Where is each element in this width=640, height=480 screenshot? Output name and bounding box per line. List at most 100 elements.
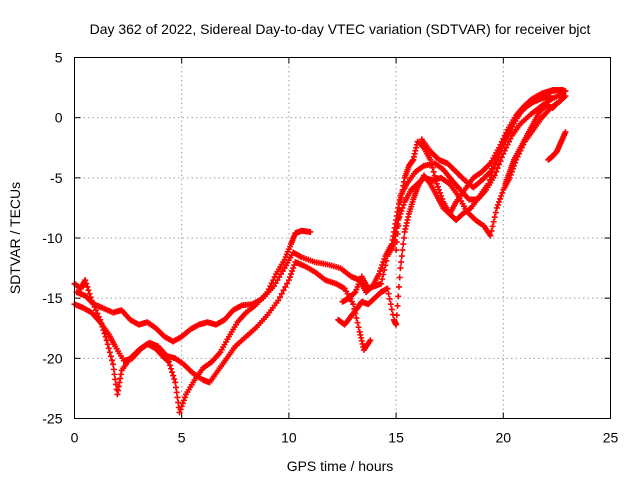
data-point — [497, 147, 504, 154]
data-point — [498, 192, 505, 199]
data-point — [383, 257, 390, 264]
data-point — [486, 176, 493, 183]
data-point — [350, 301, 357, 308]
data-point — [384, 285, 391, 292]
data-point — [500, 141, 507, 148]
data-point — [382, 262, 389, 269]
x-tick-label: 0 — [71, 430, 79, 446]
data-points — [71, 86, 569, 416]
data-point — [400, 241, 407, 248]
data-point — [380, 271, 387, 278]
data-point — [395, 293, 402, 300]
data-point — [496, 161, 503, 168]
data-point — [506, 129, 513, 136]
data-point — [398, 253, 405, 260]
data-point — [488, 227, 495, 234]
y-tick-label: -25 — [42, 411, 62, 427]
data-point — [173, 389, 180, 396]
data-point — [433, 180, 440, 187]
data-point — [497, 157, 504, 164]
data-point — [279, 268, 286, 275]
data-point — [487, 232, 494, 239]
data-point — [172, 384, 179, 391]
data-point — [381, 266, 388, 273]
data-point — [110, 361, 117, 368]
data-point — [547, 93, 554, 100]
data-point — [560, 86, 567, 93]
data-point — [286, 274, 293, 281]
data-point — [355, 324, 362, 331]
data-point — [388, 306, 395, 313]
data-point — [431, 172, 438, 179]
data-point — [439, 195, 446, 202]
y-tick-labels: -25 -20 -15 -10 -5 0 5 — [42, 50, 62, 427]
data-point — [395, 222, 402, 229]
data-point — [288, 271, 295, 278]
data-point — [493, 156, 500, 163]
y-tick-label: 0 — [55, 110, 63, 126]
data-point — [438, 192, 445, 199]
data-point — [394, 230, 401, 237]
data-point — [497, 195, 504, 202]
data-point — [490, 162, 497, 169]
data-point — [285, 277, 292, 284]
y-tick-label: -10 — [42, 230, 62, 246]
data-point — [437, 189, 444, 196]
data-point — [496, 150, 503, 157]
y-axis-label: SDTVAR / TECUs — [7, 182, 23, 294]
data-point — [378, 265, 385, 272]
data-point — [181, 394, 188, 401]
data-point — [270, 283, 277, 290]
chart-title: Day 362 of 2022, Sidereal Day-to-day VTE… — [90, 21, 591, 37]
data-point — [432, 176, 439, 183]
data-point — [393, 239, 400, 246]
grid-lines — [74, 57, 611, 419]
data-point — [278, 271, 285, 278]
data-point — [396, 206, 403, 213]
x-tick-label: 20 — [496, 430, 512, 446]
data-point — [396, 274, 403, 281]
data-point — [400, 201, 407, 208]
data-point — [354, 319, 361, 326]
data-point — [165, 358, 172, 365]
data-point — [111, 371, 118, 378]
data-point — [491, 159, 498, 166]
data-point — [427, 156, 434, 163]
data-point — [399, 247, 406, 254]
data-point — [503, 135, 510, 142]
data-point — [511, 117, 518, 124]
data-point — [428, 160, 435, 167]
y-tick-label: -20 — [42, 350, 62, 366]
data-point — [397, 265, 404, 272]
data-point — [171, 375, 178, 382]
data-point — [507, 126, 514, 133]
data-point — [395, 214, 402, 221]
x-tick-label: 5 — [178, 430, 186, 446]
data-point — [177, 406, 184, 413]
data-point — [430, 168, 437, 175]
data-point — [180, 397, 187, 404]
data-point — [504, 132, 511, 139]
data-point — [167, 365, 174, 372]
data-point — [112, 376, 119, 383]
y-tick-label: -5 — [50, 170, 63, 186]
data-point — [434, 183, 441, 190]
data-point — [400, 235, 407, 241]
data-point — [83, 280, 90, 287]
x-axis-label: GPS time / hours — [287, 458, 394, 474]
y-tick-label: 5 — [55, 50, 63, 66]
data-point — [178, 403, 185, 410]
data-point — [553, 100, 560, 107]
data-point — [487, 168, 494, 175]
data-point — [272, 280, 279, 287]
data-point — [82, 277, 89, 284]
data-point — [387, 301, 394, 308]
data-point — [385, 290, 392, 297]
x-tick-labels: 0 5 10 15 20 25 — [71, 430, 619, 446]
data-point — [429, 164, 436, 171]
data-point — [110, 366, 117, 373]
data-point — [498, 144, 505, 151]
data-point — [106, 349, 113, 356]
data-point — [103, 337, 110, 344]
data-point — [501, 138, 508, 145]
